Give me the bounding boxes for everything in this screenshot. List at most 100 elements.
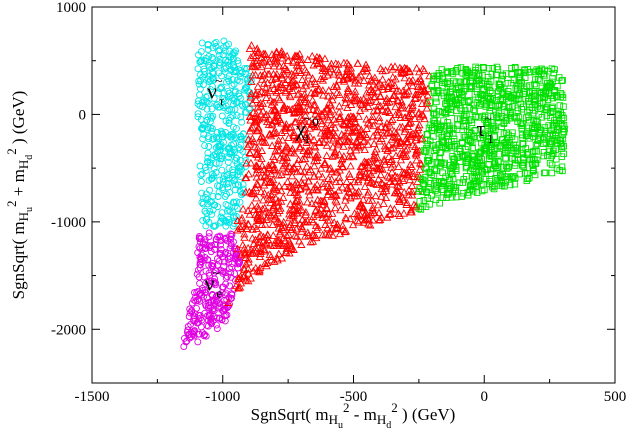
data-point [202, 244, 210, 252]
data-point [211, 150, 219, 158]
data-point [277, 73, 287, 82]
data-point [275, 217, 284, 226]
data-point [235, 181, 243, 189]
data-point [270, 127, 279, 135]
data-point [267, 160, 276, 168]
data-point [396, 149, 405, 157]
data-point [445, 142, 453, 149]
data-point [208, 307, 216, 314]
data-point [214, 89, 222, 97]
data-point [529, 148, 537, 155]
data-point [303, 197, 312, 206]
data-point [207, 318, 215, 326]
data-point [412, 155, 421, 164]
data-point [487, 87, 494, 95]
data-point [398, 122, 407, 131]
data-point [346, 119, 355, 127]
data-point [204, 149, 212, 157]
data-point [560, 128, 568, 136]
data-point [376, 170, 385, 179]
data-point [209, 260, 217, 267]
data-point [282, 65, 292, 73]
data-point [503, 129, 510, 136]
data-point [340, 227, 350, 236]
data-point [447, 109, 455, 116]
data-point [511, 180, 519, 188]
data-point [210, 277, 218, 285]
data-point [393, 181, 402, 189]
data-point [223, 273, 231, 281]
data-point [452, 96, 459, 103]
data-point [437, 126, 444, 133]
data-point [219, 186, 227, 194]
data-point [541, 66, 548, 74]
data-point [435, 70, 443, 77]
data-point [196, 102, 204, 110]
data-point [419, 176, 427, 184]
data-point [301, 210, 310, 219]
data-point [457, 78, 464, 85]
data-point [295, 97, 305, 106]
data-point [296, 166, 305, 174]
data-point [406, 207, 415, 216]
data-point [335, 177, 345, 185]
data-point [533, 148, 541, 155]
data-point [517, 100, 525, 108]
data-point [298, 155, 307, 163]
data-point [324, 187, 333, 196]
data-point [346, 181, 356, 190]
data-point [210, 94, 218, 102]
data-point [239, 181, 247, 189]
data-point [389, 143, 398, 151]
data-point [205, 143, 213, 150]
data-point [461, 114, 468, 122]
data-point [297, 240, 306, 248]
data-point [445, 122, 453, 129]
data-point [283, 177, 292, 185]
data-point [244, 134, 253, 143]
data-point [222, 289, 230, 297]
data-point [200, 332, 208, 340]
data-point [279, 161, 288, 170]
data-point [326, 107, 335, 116]
data-point [211, 40, 219, 48]
data-point [197, 255, 205, 263]
data-point [518, 105, 525, 113]
data-point [224, 107, 232, 115]
data-point [319, 182, 328, 191]
data-point [530, 125, 537, 133]
data-point [395, 197, 404, 205]
data-point [351, 75, 360, 84]
data-point [534, 103, 541, 110]
data-point [499, 136, 506, 143]
data-point [549, 75, 556, 82]
data-point [320, 54, 330, 63]
data-point [420, 147, 428, 154]
data-point [274, 170, 283, 179]
data-point [398, 103, 407, 112]
data-point [556, 167, 563, 174]
data-point [331, 117, 341, 126]
data-point [453, 126, 461, 134]
data-point [295, 121, 305, 130]
data-point [208, 105, 216, 113]
data-point [359, 195, 368, 203]
data-point [502, 116, 510, 124]
data-point [369, 92, 379, 101]
data-point [200, 56, 208, 64]
data-point [315, 53, 324, 62]
data-point [491, 126, 499, 133]
data-point [286, 188, 295, 196]
data-point [456, 158, 464, 166]
data-point [505, 164, 512, 171]
data-point [330, 148, 340, 157]
points-layer [180, 37, 568, 351]
data-point [493, 111, 500, 119]
data-point [277, 253, 287, 262]
data-point [282, 240, 292, 249]
data-point [467, 167, 474, 175]
data-point [195, 234, 203, 242]
data-point [227, 294, 235, 302]
data-point [381, 66, 390, 74]
data-point [353, 188, 362, 197]
